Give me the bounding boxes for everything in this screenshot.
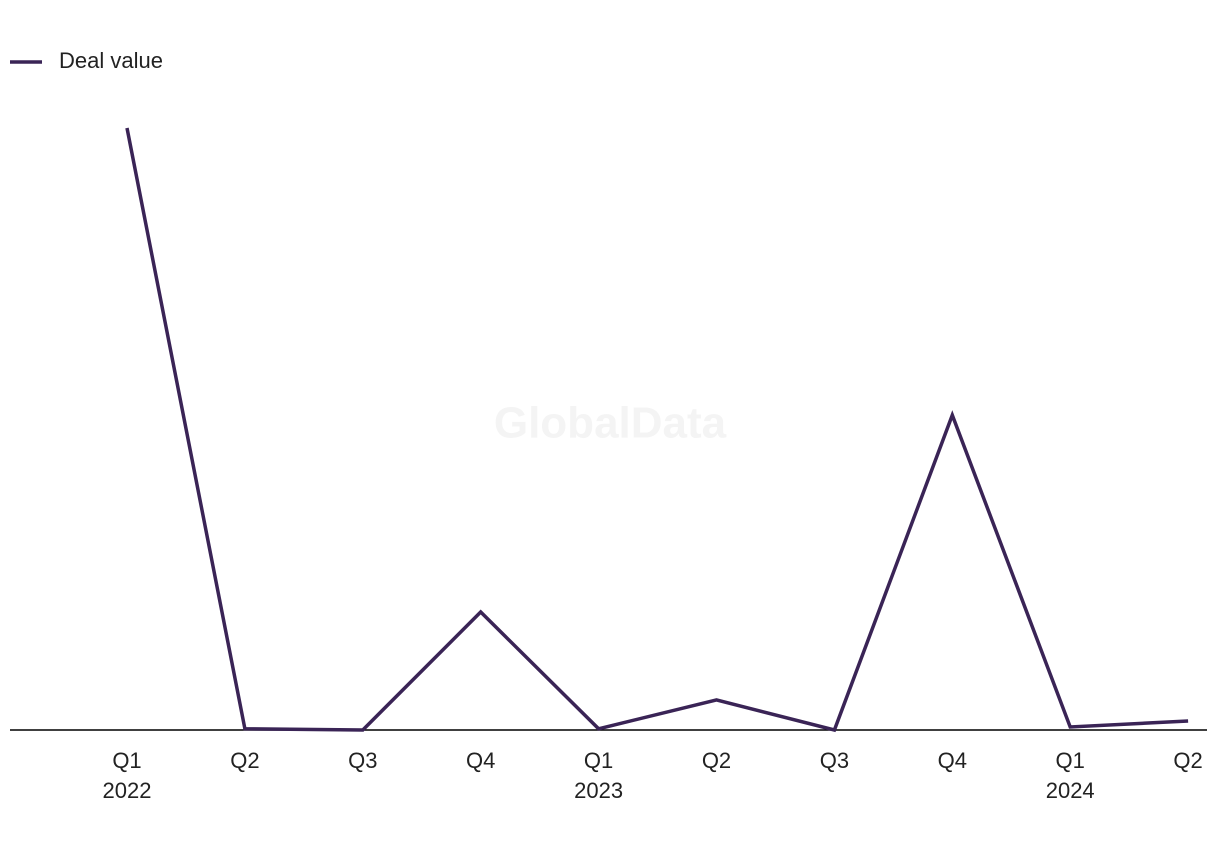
x-year-label: 2022 — [103, 778, 152, 803]
x-tick-label: Q1 — [1056, 748, 1085, 773]
x-tick-label: Q1 — [584, 748, 613, 773]
x-year-label: 2024 — [1046, 778, 1095, 803]
x-tick-label: Q2 — [230, 748, 259, 773]
watermark: GlobalData — [494, 399, 727, 448]
x-year-label: 2023 — [574, 778, 623, 803]
legend-label: Deal value — [59, 48, 163, 73]
x-tick-label: Q3 — [820, 748, 849, 773]
x-tick-label: Q2 — [702, 748, 731, 773]
x-tick-label: Q2 — [1173, 748, 1202, 773]
data-line — [125, 127, 1189, 733]
x-tick-label: Q3 — [348, 748, 377, 773]
x-tick-label: Q4 — [938, 748, 967, 773]
x-tick-label: Q4 — [466, 748, 495, 773]
x-tick-label: Q1 — [112, 748, 141, 773]
